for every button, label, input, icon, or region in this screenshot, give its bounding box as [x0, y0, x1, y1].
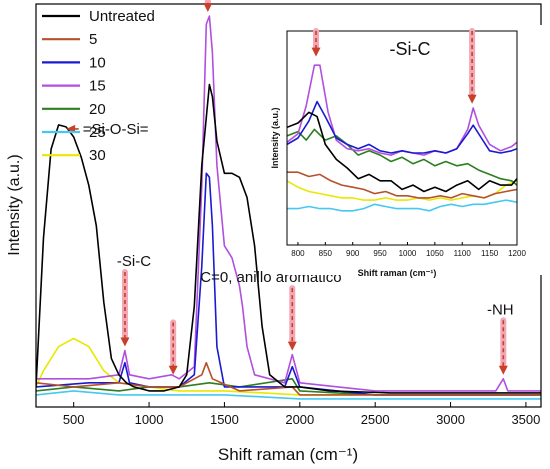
inset-series-line-25	[287, 199, 517, 212]
legend-label: 20	[89, 101, 106, 118]
annotation-label: =Si-O-Si=	[83, 121, 149, 138]
arrow-head	[467, 94, 477, 104]
inset-x-tick-label-1100: 1100	[454, 249, 472, 258]
main-series-lines	[36, 15, 541, 400]
main-x-tick-label-2000: 2000	[285, 412, 314, 427]
x-axis-label: Shift raman (cm⁻¹)	[218, 445, 358, 464]
main-series-line-10	[36, 172, 541, 396]
inset-x-tick-label-800: 800	[291, 249, 305, 258]
arrow-head	[203, 3, 213, 13]
legend-item-30: 30	[42, 147, 106, 164]
legend-item-25: 25	[42, 124, 106, 141]
inset-plot-frame	[286, 30, 518, 246]
legend-label: 10	[89, 54, 106, 71]
arrow-head	[287, 341, 297, 351]
legend: Untreated 5 10 15 20 25 30	[42, 8, 155, 164]
main-x-tick-label-500: 500	[63, 412, 85, 427]
inset-series-line-10	[287, 100, 517, 154]
legend-label: 15	[89, 78, 106, 95]
inset-annotation-arrow-0	[311, 28, 321, 57]
main-series-line-25	[36, 390, 541, 400]
arrow-head	[498, 365, 508, 375]
main-series-line-15	[36, 15, 541, 392]
main-annotation-si-c: -Si-C	[117, 253, 151, 347]
inset-x-tick-label-900: 900	[346, 249, 360, 258]
inset-series-lines	[287, 64, 517, 212]
arrow-head	[311, 47, 321, 57]
main-annotation-si-o-si: =Si-O-Si=	[66, 121, 149, 138]
y-axis-label: Intensity (a.u.)	[6, 154, 23, 255]
main-x-tick-label-2500: 2500	[361, 412, 390, 427]
legend-item-10: 10	[42, 54, 106, 71]
main-series-line-5	[36, 361, 541, 396]
legend-label: 30	[89, 147, 106, 164]
annotation-label: -Si-C	[117, 253, 151, 270]
inset-x-tick-label-950: 950	[373, 249, 387, 258]
main-annotation-si-ch: Si-CH3	[203, 0, 213, 13]
main-x-tick-label-1000: 1000	[135, 412, 164, 427]
inset-x-tick-label-850: 850	[319, 249, 333, 258]
main-annotation-nh: -NH	[487, 301, 514, 375]
annotation-label: -NH	[487, 301, 514, 318]
inset-series-line-20	[287, 128, 517, 186]
legend-item-15: 15	[42, 78, 106, 95]
inset-annotation-arrow-1	[467, 28, 477, 104]
arrow-head	[168, 365, 178, 375]
inset-series-line-5	[287, 171, 517, 199]
inset-title: -Si-C	[390, 39, 431, 59]
inset-annotations	[311, 28, 477, 104]
legend-label: Untreated	[89, 8, 155, 25]
inset-x-axis-label: Shift raman (cm⁻¹)	[358, 268, 437, 278]
main-x-tick-label-3500: 3500	[511, 412, 540, 427]
inset-x-tick-label-1200: 1200	[508, 249, 526, 258]
inset-series-line-untreated	[287, 111, 517, 193]
main-x-tick-label-3000: 3000	[436, 412, 465, 427]
inset-x-ticks: 800 850 900 950 1000 1050 1100 1150 1200	[291, 242, 526, 258]
legend-item-untreated: Untreated	[42, 8, 155, 25]
inset-x-tick-label-1050: 1050	[426, 249, 444, 258]
main-x-tick-label-1500: 1500	[210, 412, 239, 427]
inset-y-axis-label: Intensity (a.u.)	[270, 107, 280, 168]
main-plot: 500 1000 1500 2000 2500 3000 3500 =Si-O-Si= -Si…	[6, 0, 542, 464]
legend-item-5: 5	[42, 31, 97, 48]
inset-plot: 800 850 900 950 1000 1050 1100 1150 1200 -Si-C S…	[270, 25, 542, 278]
legend-label: 25	[89, 124, 106, 141]
arrow-head	[120, 337, 130, 347]
inset-x-tick-label-1000: 1000	[399, 249, 417, 258]
main-annotation-arrow-5	[168, 319, 178, 375]
legend-label: 5	[89, 31, 97, 48]
inset-x-tick-label-1150: 1150	[481, 249, 499, 258]
main-series-line-untreated	[36, 83, 541, 394]
legend-item-20: 20	[42, 101, 106, 118]
main-x-ticks: 500 1000 1500 2000 2500 3000 3500	[63, 402, 540, 427]
